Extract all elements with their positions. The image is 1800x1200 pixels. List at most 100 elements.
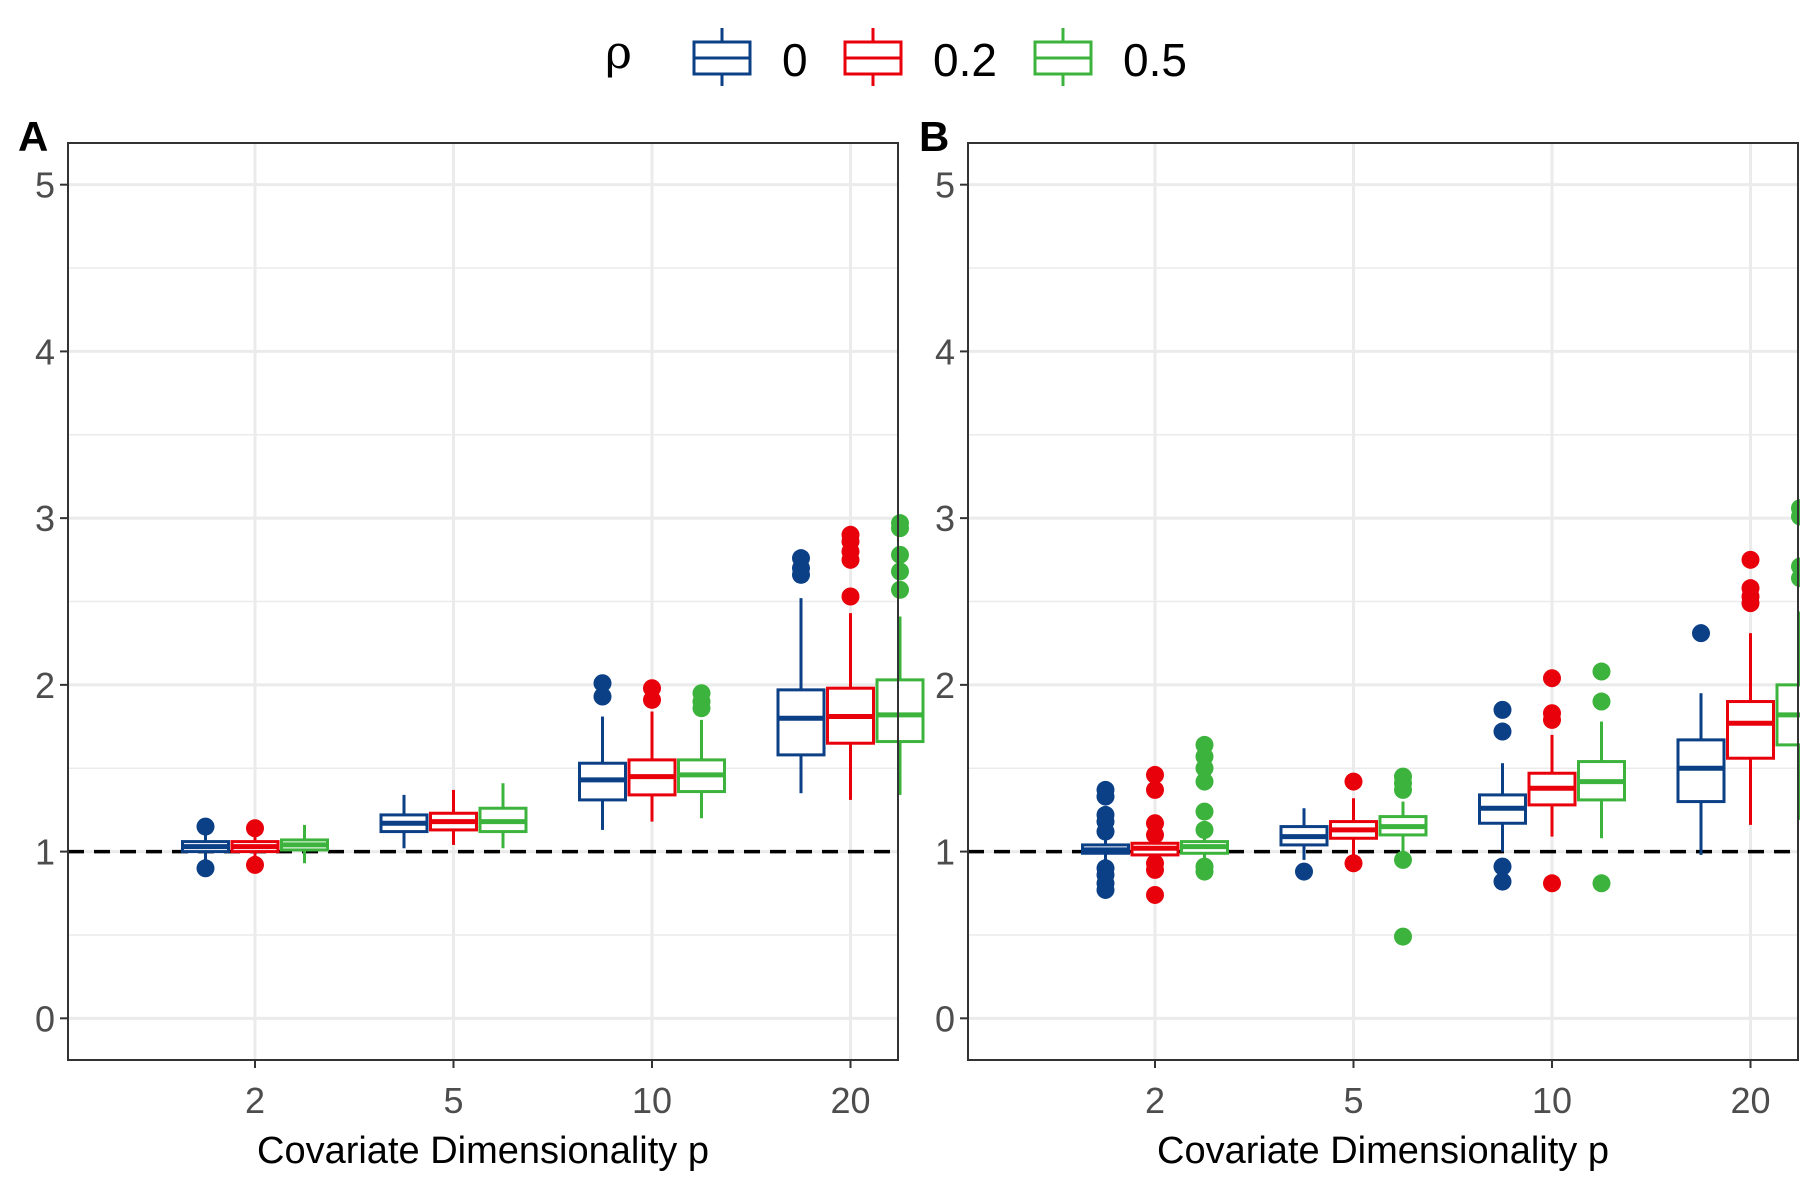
box-0-p5	[379, 794, 429, 849]
outlier-point	[246, 855, 264, 874]
y-tick-label: 2	[35, 665, 55, 706]
y-tick-label: 0	[935, 998, 955, 1039]
outlier-point	[1741, 594, 1760, 613]
box-iqr	[1726, 700, 1775, 760]
box-0-p10	[578, 674, 627, 830]
outlier-point	[196, 859, 215, 878]
x-tick-label: 10	[632, 1080, 672, 1121]
outlier-point	[1394, 780, 1412, 799]
box-iqr	[1676, 738, 1726, 804]
y-tick-label: 1	[35, 832, 55, 873]
y-tick-label: 4	[935, 331, 955, 372]
x-tick-label: 2	[1145, 1080, 1165, 1121]
box-0.2-p2	[1130, 765, 1180, 904]
outlier-point	[1543, 710, 1561, 729]
outlier-point	[1096, 822, 1115, 841]
legend-label-0: 0	[782, 34, 808, 86]
panel-a-boxes	[181, 514, 925, 878]
outlier-point	[1692, 624, 1710, 643]
y-tick-label: 4	[35, 331, 55, 372]
outlier-point	[1096, 780, 1115, 799]
outlier-point	[643, 679, 661, 698]
box-0-p5	[1279, 808, 1329, 881]
outlier-point	[196, 817, 215, 836]
box-0.5-p5	[478, 783, 528, 849]
box-0.2-p10	[627, 679, 677, 822]
outlier-point	[1195, 802, 1214, 821]
x-tick-label: 5	[1343, 1080, 1363, 1121]
panel-a-border	[67, 142, 899, 1061]
x-tick-label: 2	[245, 1080, 265, 1121]
outlier-point	[1146, 780, 1164, 799]
outlier-point	[246, 819, 264, 838]
outlier-point	[593, 687, 612, 706]
outlier-point	[1543, 669, 1561, 688]
box-0.2-p2	[230, 819, 280, 874]
outlier-point	[1493, 722, 1512, 741]
legend-title: ρ	[605, 25, 632, 79]
box-0.2-p10	[1527, 669, 1577, 893]
box-0-p20	[1676, 624, 1726, 855]
outlier-point	[891, 545, 909, 564]
panel-b-label: B	[919, 113, 949, 160]
legend-label-2: 0.5	[1123, 34, 1187, 86]
outlier-point	[1195, 772, 1214, 791]
y-tick-label: 3	[935, 498, 955, 539]
outlier-point	[1146, 885, 1164, 904]
panel-b-boxes	[1081, 499, 1800, 946]
x-tick-label: 10	[1532, 1080, 1572, 1121]
outlier-point	[1146, 825, 1164, 844]
legend: ρ 0 0.2 0.5	[605, 25, 1187, 86]
y-tick-label: 0	[35, 998, 55, 1039]
panel-a: A 0 1 2 3 4 5 2 5 10 20 Covariate Dimensionality …	[18, 113, 925, 1172]
box-0.5-p20	[875, 514, 925, 795]
outlier-point	[1493, 857, 1512, 876]
outlier-point	[1394, 850, 1412, 869]
outlier-point	[1344, 854, 1363, 873]
y-tick-label: 5	[35, 165, 55, 206]
box-0.5-p5	[1378, 767, 1428, 946]
outlier-point	[1344, 772, 1363, 791]
box-iqr	[776, 688, 826, 757]
panel-b: B 0 1 2 3 4 5 2 5 10 20 Covariate Dimensionality …	[919, 113, 1800, 1172]
outlier-point	[1096, 880, 1115, 899]
panel-b-border	[967, 142, 1799, 1061]
outlier-point	[1146, 765, 1164, 784]
outlier-point	[841, 587, 860, 606]
x-tick-label: 5	[443, 1080, 463, 1121]
outlier-point	[1592, 874, 1611, 893]
panel-a-x-axis-title: Covariate Dimensionality p	[257, 1130, 709, 1172]
box-0.5-p20	[1775, 499, 1800, 820]
legend-label-1: 0.2	[933, 34, 997, 86]
outlier-point	[891, 514, 909, 533]
outlier-point	[891, 562, 909, 581]
outlier-point	[1195, 820, 1214, 839]
outlier-point	[1195, 759, 1214, 778]
box-0-p2	[1081, 780, 1130, 899]
outlier-point	[1146, 860, 1164, 879]
panel-a-axes: 0 1 2 3 4 5 2 5 10 20	[35, 165, 871, 1121]
outlier-point	[891, 580, 909, 599]
y-tick-label: 5	[935, 165, 955, 206]
outlier-point	[1493, 700, 1512, 719]
outlier-point	[1592, 692, 1611, 711]
outlier-point	[841, 525, 860, 544]
box-0.5-p10	[1577, 662, 1626, 893]
y-tick-label: 3	[35, 498, 55, 539]
box-0.2-p5	[1329, 772, 1378, 873]
outlier-point	[1592, 662, 1611, 681]
box-0-p2	[181, 817, 230, 878]
outlier-point	[1195, 862, 1214, 881]
box-0.2-p20	[1726, 550, 1775, 825]
box-0.5-p2	[280, 824, 329, 864]
box-0-p10	[1478, 700, 1527, 891]
box-0-p20	[776, 549, 826, 794]
outlier-point	[1741, 550, 1760, 569]
panel-a-grid	[68, 143, 898, 1060]
panel-b-axes: 0 1 2 3 4 5 2 5 10 20	[935, 165, 1771, 1121]
outlier-point	[792, 549, 810, 568]
box-0.5-p10	[677, 684, 726, 819]
outlier-point	[1543, 874, 1561, 893]
legend-entries: 0 0.2 0.5	[692, 28, 1187, 86]
